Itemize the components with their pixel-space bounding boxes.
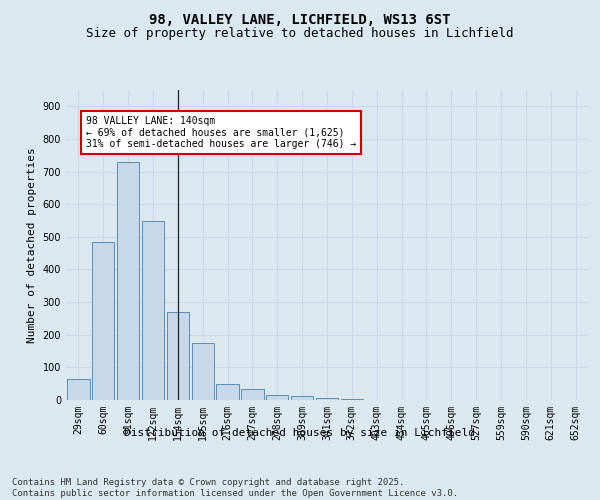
Bar xyxy=(217,384,239,400)
Text: Contains HM Land Registry data © Crown copyright and database right 2025.
Contai: Contains HM Land Registry data © Crown c… xyxy=(12,478,458,498)
Bar xyxy=(92,242,115,400)
Bar xyxy=(241,389,263,400)
Bar xyxy=(142,220,164,400)
Bar xyxy=(67,379,89,400)
Bar xyxy=(191,343,214,400)
Bar xyxy=(117,162,139,400)
Text: Size of property relative to detached houses in Lichfield: Size of property relative to detached ho… xyxy=(86,28,514,40)
Bar xyxy=(167,312,189,400)
Bar xyxy=(316,398,338,400)
Y-axis label: Number of detached properties: Number of detached properties xyxy=(27,147,37,343)
Text: Distribution of detached houses by size in Lichfield: Distribution of detached houses by size … xyxy=(125,428,476,438)
Text: 98, VALLEY LANE, LICHFIELD, WS13 6ST: 98, VALLEY LANE, LICHFIELD, WS13 6ST xyxy=(149,12,451,26)
Text: 98 VALLEY LANE: 140sqm
← 69% of detached houses are smaller (1,625)
31% of semi-: 98 VALLEY LANE: 140sqm ← 69% of detached… xyxy=(86,116,356,150)
Bar xyxy=(291,396,313,400)
Bar xyxy=(266,395,289,400)
